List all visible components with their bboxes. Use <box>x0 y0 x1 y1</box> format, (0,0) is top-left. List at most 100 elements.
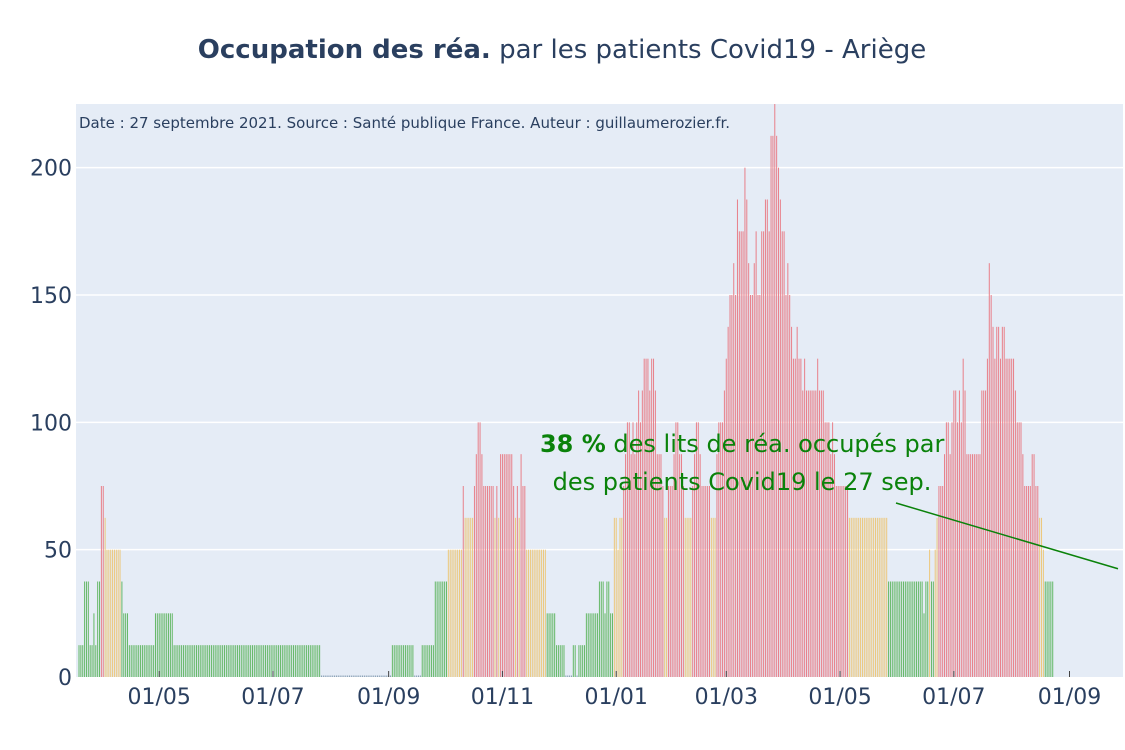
bar <box>561 645 563 677</box>
bar <box>552 613 554 677</box>
bar <box>457 549 459 677</box>
bar <box>807 390 809 677</box>
bar <box>653 358 655 677</box>
bar <box>177 645 179 677</box>
bar <box>352 675 354 677</box>
bar <box>259 645 261 677</box>
bar <box>485 486 487 677</box>
bar <box>1048 581 1050 677</box>
bar <box>914 581 916 677</box>
bar <box>270 645 272 677</box>
bar <box>994 358 996 677</box>
bar <box>608 581 610 677</box>
bar <box>173 645 175 677</box>
bar <box>179 645 181 677</box>
bar <box>199 645 201 677</box>
bar <box>919 581 921 677</box>
bar <box>242 645 244 677</box>
y-tick-label: 200 <box>30 157 72 182</box>
x-tick-label: 01/05 <box>808 685 871 710</box>
bar <box>222 645 224 677</box>
bar <box>401 645 403 677</box>
bar <box>904 581 906 677</box>
bar <box>95 645 97 677</box>
bar <box>445 581 447 677</box>
bar <box>738 231 740 678</box>
bar <box>362 675 364 677</box>
bar <box>1029 486 1031 677</box>
bar <box>225 645 227 677</box>
y-tick-label: 50 <box>44 539 72 564</box>
y-tick-label: 150 <box>30 284 72 309</box>
bar <box>455 549 457 677</box>
bar <box>673 454 675 677</box>
bar <box>384 675 386 677</box>
bar <box>990 295 992 677</box>
bar <box>140 645 142 677</box>
bar <box>132 645 134 677</box>
bar <box>153 645 155 677</box>
bar <box>528 549 530 677</box>
bar <box>1044 581 1046 677</box>
chart-title: Occupation des réa. par les patients Cov… <box>198 35 926 65</box>
bar <box>930 581 932 677</box>
bar <box>746 199 748 677</box>
bar <box>425 645 427 677</box>
bar <box>272 645 274 677</box>
bar <box>404 645 406 677</box>
bar <box>429 645 431 677</box>
bar <box>151 645 153 677</box>
bar <box>156 613 158 677</box>
bar <box>957 422 959 677</box>
bar <box>447 549 449 677</box>
chart-title-rest: par les patients Covid19 - Ariège <box>491 35 926 65</box>
bar <box>869 517 871 677</box>
bar <box>470 517 472 677</box>
bar <box>1042 549 1044 677</box>
bar <box>513 486 515 677</box>
annotation-line1: des lits de réa. occupés par <box>606 430 945 458</box>
bar <box>569 675 571 677</box>
bar <box>367 675 369 677</box>
bar <box>703 486 705 677</box>
bar <box>326 675 328 677</box>
bar <box>261 645 263 677</box>
bar <box>708 486 711 677</box>
bar <box>479 422 481 677</box>
bar <box>999 358 1001 677</box>
bar <box>373 675 375 677</box>
bar <box>546 613 548 677</box>
bar <box>320 675 323 677</box>
bar <box>843 486 845 677</box>
bar <box>339 675 341 677</box>
bar <box>998 326 1000 677</box>
bar <box>785 295 787 677</box>
bar <box>723 390 725 677</box>
source-note: Date : 27 septembre 2021. Source : Santé… <box>79 114 730 132</box>
bar <box>574 645 576 677</box>
bar <box>460 549 462 677</box>
bar <box>378 675 380 677</box>
bar <box>434 581 436 677</box>
bar <box>598 581 600 677</box>
bar <box>764 199 766 677</box>
bar <box>789 295 791 677</box>
bar <box>619 517 621 677</box>
bar <box>591 613 593 677</box>
bar <box>557 645 559 677</box>
bar <box>813 390 815 677</box>
bar <box>992 326 994 677</box>
bar <box>509 454 511 677</box>
bar <box>906 581 908 677</box>
bar <box>348 675 350 677</box>
bar <box>244 645 246 677</box>
bar <box>246 645 248 677</box>
bar <box>212 645 214 677</box>
bar <box>664 517 666 677</box>
bar <box>113 549 115 677</box>
bar <box>287 645 289 677</box>
bar <box>973 454 975 677</box>
bar <box>731 295 733 677</box>
bar <box>223 645 226 677</box>
bar <box>104 517 106 677</box>
